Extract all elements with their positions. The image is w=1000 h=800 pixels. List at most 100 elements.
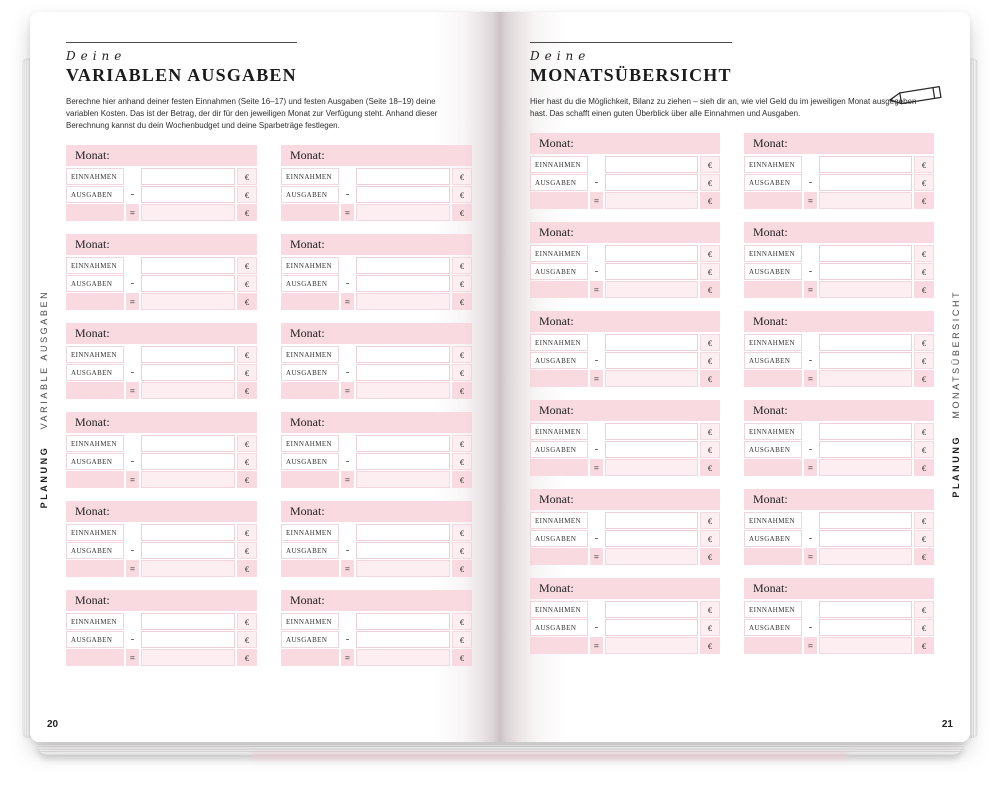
result-field[interactable] xyxy=(605,548,698,565)
ausgaben-field[interactable] xyxy=(356,275,450,292)
ausgaben-field[interactable] xyxy=(141,275,235,292)
einnahmen-field[interactable] xyxy=(356,257,450,274)
einnahmen-field[interactable] xyxy=(141,613,235,630)
einnahmen-field[interactable] xyxy=(141,524,235,541)
result-field[interactable] xyxy=(605,370,698,387)
result-field[interactable] xyxy=(141,560,235,577)
ausgaben-field[interactable] xyxy=(356,542,450,559)
einnahmen-field[interactable] xyxy=(819,245,912,262)
result-field[interactable] xyxy=(819,281,912,298)
einnahmen-field[interactable] xyxy=(605,512,698,529)
result-row: = € xyxy=(281,560,472,577)
monat-value-field[interactable] xyxy=(110,590,257,611)
einnahmen-field[interactable] xyxy=(356,168,450,185)
einnahmen-field[interactable] xyxy=(141,346,235,363)
monat-value-field[interactable] xyxy=(574,133,720,154)
einnahmen-field[interactable] xyxy=(141,435,235,452)
ausgaben-field[interactable] xyxy=(605,352,698,369)
ausgaben-field[interactable] xyxy=(356,364,450,381)
ausgaben-field[interactable] xyxy=(605,441,698,458)
monat-value-field[interactable] xyxy=(788,489,934,510)
monat-value-field[interactable] xyxy=(325,145,472,166)
result-field[interactable] xyxy=(819,370,912,387)
einnahmen-field[interactable] xyxy=(819,156,912,173)
ausgaben-field[interactable] xyxy=(141,364,235,381)
result-field[interactable] xyxy=(356,382,450,399)
monat-value-field[interactable] xyxy=(574,222,720,243)
equals-sign: = xyxy=(126,204,139,221)
result-field[interactable] xyxy=(605,637,698,654)
einnahmen-field[interactable] xyxy=(605,245,698,262)
einnahmen-field[interactable] xyxy=(819,512,912,529)
monat-value-field[interactable] xyxy=(325,412,472,433)
result-field[interactable] xyxy=(605,281,698,298)
ausgaben-field[interactable] xyxy=(605,530,698,547)
euro-sign: € xyxy=(700,512,720,529)
result-field[interactable] xyxy=(819,192,912,209)
einnahmen-field[interactable] xyxy=(605,334,698,351)
result-field[interactable] xyxy=(356,471,450,488)
einnahmen-field[interactable] xyxy=(819,423,912,440)
result-field[interactable] xyxy=(356,649,450,666)
monat-value-field[interactable] xyxy=(110,234,257,255)
ausgaben-field[interactable] xyxy=(141,186,235,203)
monat-value-field[interactable] xyxy=(574,578,720,599)
ausgaben-field[interactable] xyxy=(356,453,450,470)
monat-value-field[interactable] xyxy=(788,222,934,243)
ausgaben-field[interactable] xyxy=(605,263,698,280)
ausgaben-field[interactable] xyxy=(141,453,235,470)
monat-value-field[interactable] xyxy=(325,234,472,255)
einnahmen-field[interactable] xyxy=(605,601,698,618)
einnahmen-field[interactable] xyxy=(356,435,450,452)
ausgaben-field[interactable] xyxy=(141,631,235,648)
einnahmen-field[interactable] xyxy=(819,601,912,618)
result-field[interactable] xyxy=(605,459,698,476)
ausgaben-field[interactable] xyxy=(819,441,912,458)
ausgaben-field[interactable] xyxy=(356,631,450,648)
monat-value-field[interactable] xyxy=(788,578,934,599)
einnahmen-field[interactable] xyxy=(605,156,698,173)
result-field[interactable] xyxy=(356,204,450,221)
ausgaben-field[interactable] xyxy=(819,174,912,191)
ausgaben-field[interactable] xyxy=(819,530,912,547)
result-field[interactable] xyxy=(819,548,912,565)
einnahmen-field[interactable] xyxy=(356,613,450,630)
ausgaben-field[interactable] xyxy=(356,186,450,203)
monat-value-field[interactable] xyxy=(325,590,472,611)
monat-value-field[interactable] xyxy=(574,400,720,421)
einnahmen-field[interactable] xyxy=(356,524,450,541)
monat-value-field[interactable] xyxy=(574,489,720,510)
monat-value-field[interactable] xyxy=(788,400,934,421)
result-field[interactable] xyxy=(356,293,450,310)
ausgaben-field[interactable] xyxy=(605,619,698,636)
ausgaben-field[interactable] xyxy=(819,619,912,636)
einnahmen-field[interactable] xyxy=(819,334,912,351)
ausgaben-field[interactable] xyxy=(819,352,912,369)
monat-value-field[interactable] xyxy=(110,323,257,344)
ausgaben-field[interactable] xyxy=(819,263,912,280)
monat-value-field[interactable] xyxy=(110,145,257,166)
result-field[interactable] xyxy=(605,192,698,209)
monat-value-field[interactable] xyxy=(110,501,257,522)
monat-value-field[interactable] xyxy=(788,311,934,332)
result-field[interactable] xyxy=(141,649,235,666)
monat-value-field[interactable] xyxy=(574,311,720,332)
result-spacer xyxy=(66,471,124,488)
result-field[interactable] xyxy=(141,204,235,221)
result-field[interactable] xyxy=(356,560,450,577)
result-field[interactable] xyxy=(819,459,912,476)
result-field[interactable] xyxy=(141,382,235,399)
einnahmen-field[interactable] xyxy=(141,257,235,274)
monat-value-field[interactable] xyxy=(110,412,257,433)
monat-value-field[interactable] xyxy=(325,323,472,344)
einnahmen-field[interactable] xyxy=(141,168,235,185)
result-field[interactable] xyxy=(141,471,235,488)
einnahmen-field[interactable] xyxy=(356,346,450,363)
result-field[interactable] xyxy=(141,293,235,310)
ausgaben-field[interactable] xyxy=(141,542,235,559)
ausgaben-field[interactable] xyxy=(605,174,698,191)
result-field[interactable] xyxy=(819,637,912,654)
einnahmen-field[interactable] xyxy=(605,423,698,440)
monat-value-field[interactable] xyxy=(325,501,472,522)
monat-value-field[interactable] xyxy=(788,133,934,154)
